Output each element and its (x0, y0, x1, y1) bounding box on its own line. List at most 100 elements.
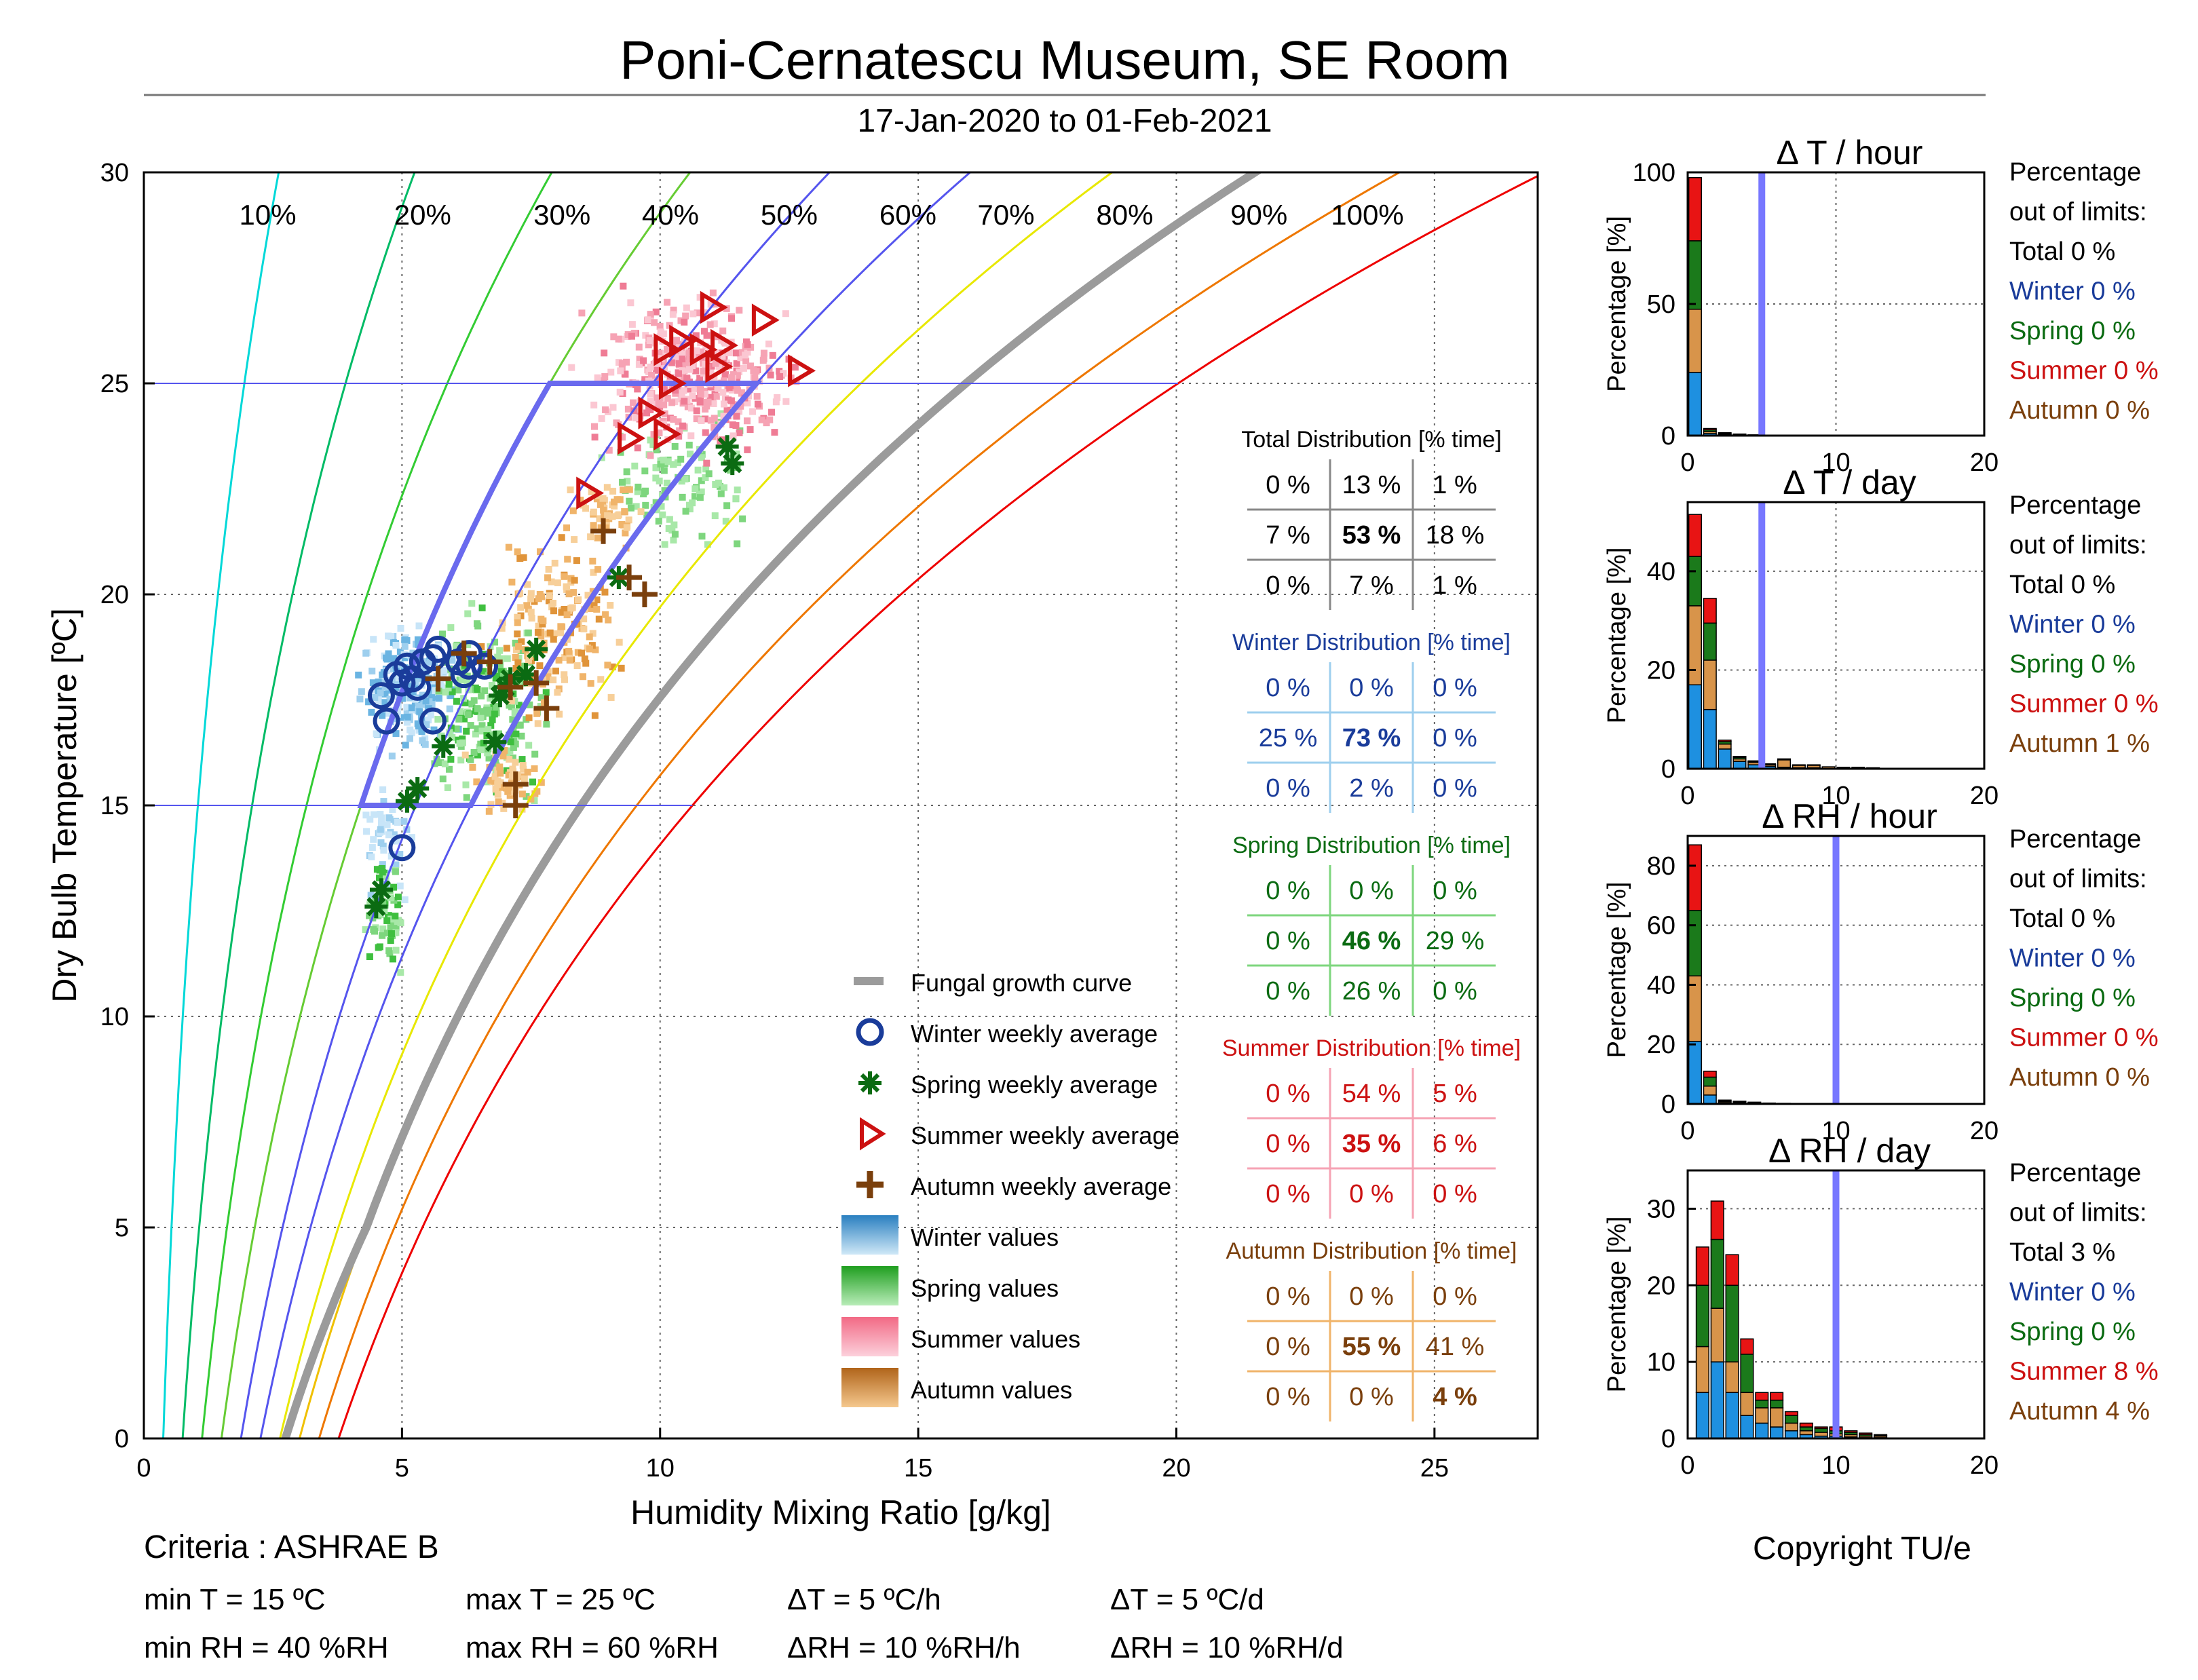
winter-value-point (426, 659, 434, 666)
spring-value-point (663, 479, 670, 486)
spring-value-point (712, 481, 719, 489)
winter-value-point (404, 713, 411, 721)
rh-curve (318, 172, 1402, 1438)
winter-value-point (369, 679, 377, 687)
spring-value-point (455, 715, 463, 723)
autumn-value-point (567, 575, 575, 582)
winter-value-point (377, 839, 385, 847)
autumn-value-point (579, 673, 586, 681)
summer-value-point (619, 434, 626, 441)
summer-value-point (697, 390, 704, 398)
criteria-max-t: max T = 25 ºC (466, 1583, 656, 1616)
summer-value-point (689, 392, 696, 400)
distribution-cell: 0 % (1266, 927, 1310, 955)
summer-value-point (744, 400, 751, 407)
summer-value-point (706, 394, 714, 401)
spring-value-point (722, 518, 729, 525)
autumn-value-point (561, 671, 568, 679)
winter-value-point (397, 625, 404, 632)
autumn-value-point (563, 586, 571, 593)
winter-weekly-average-point (373, 707, 400, 735)
summer-value-point (753, 393, 761, 400)
distribution-tables: Total Distribution [% time] 0 % 13 % 1 % 7 %… (1222, 427, 1521, 1421)
spring-value-point (670, 521, 678, 529)
summer-value-point (618, 360, 626, 367)
autumn-value-point (494, 781, 501, 788)
autumn-value-point (537, 779, 545, 786)
spring-value-point (478, 727, 486, 735)
winter-value-point (385, 632, 392, 640)
spring-value-point (691, 493, 698, 500)
legend-winter-swatch (841, 1215, 898, 1255)
spring-value-point (460, 665, 468, 672)
autumn-value-point (550, 599, 557, 607)
spring-value-point (659, 511, 666, 518)
spring-value-point (392, 913, 399, 920)
spring-value-point (694, 466, 702, 474)
winter-value-point (400, 818, 408, 825)
summer-value-point (634, 385, 641, 393)
summer-value-point (613, 419, 620, 427)
winter-value-point (415, 622, 423, 630)
autumn-value-point (603, 484, 611, 491)
autumn-value-point (557, 629, 565, 636)
summer-value-point (733, 413, 740, 420)
autumn-weekly-average-point (631, 581, 658, 607)
histogram-bar-winter (1703, 708, 1717, 769)
histogram-bar-winter (1688, 1041, 1702, 1105)
autumn-value-point (597, 676, 605, 683)
summer-value-point (632, 414, 640, 421)
summer-value-point (767, 371, 774, 379)
summer-value-point (776, 368, 783, 375)
autumn-value-point (578, 649, 586, 657)
summer-value-point (686, 356, 694, 363)
histogram-bar-winter (1710, 1361, 1724, 1439)
autumn-value-point (609, 487, 617, 495)
summer-value-point (662, 350, 670, 358)
summer-value-point (687, 404, 695, 412)
spring-value-point (495, 730, 502, 738)
summer-value-point (643, 409, 651, 417)
summer-value-point (710, 423, 718, 431)
spring-value-point (457, 708, 464, 715)
spring-value-point (394, 893, 402, 900)
spring-value-point (478, 692, 485, 700)
spring-asterisk-icon (858, 1071, 882, 1094)
autumn-value-point (510, 768, 517, 776)
spring-value-point (704, 541, 711, 548)
spring-value-point (477, 746, 485, 754)
spring-value-point (506, 747, 514, 755)
autumn-value-point (601, 588, 609, 596)
legend-summer-marker (860, 1117, 886, 1151)
summer-weekly-average-point (705, 349, 734, 383)
autumn-value-point (621, 508, 628, 515)
spring-value-point (373, 866, 381, 873)
spring-value-point (509, 716, 516, 723)
spring-value-point (463, 679, 471, 686)
histogram-x-tick-label: 0 (1680, 782, 1694, 810)
summer-value-point (753, 367, 760, 375)
spring-value-point (626, 497, 633, 505)
autumn-value-point (518, 790, 526, 798)
autumn-value-point (524, 581, 531, 588)
autumn-value-point (539, 676, 547, 683)
summer-value-point (698, 348, 705, 356)
spring-value-point (525, 629, 532, 636)
summer-value-point (711, 389, 719, 397)
x-tick-label: 15 (904, 1454, 932, 1483)
spring-value-point (518, 756, 526, 763)
summer-value-point (723, 406, 731, 414)
summer-value-point (754, 400, 761, 408)
autumn-value-point (546, 629, 554, 636)
spring-value-point (531, 750, 539, 758)
autumn-value-point (596, 501, 604, 508)
spring-weekly-average-point (432, 734, 455, 758)
summer-value-point (692, 332, 700, 339)
autumn-value-point (580, 615, 588, 623)
rh-curve-label: 10% (240, 199, 297, 231)
summer-value-point (744, 341, 751, 348)
legend-label: Fungal growth curve (911, 969, 1132, 997)
histogram-x-tick-label: 0 (1680, 448, 1694, 477)
autumn-value-point (544, 668, 552, 675)
summer-value-point (719, 327, 727, 335)
